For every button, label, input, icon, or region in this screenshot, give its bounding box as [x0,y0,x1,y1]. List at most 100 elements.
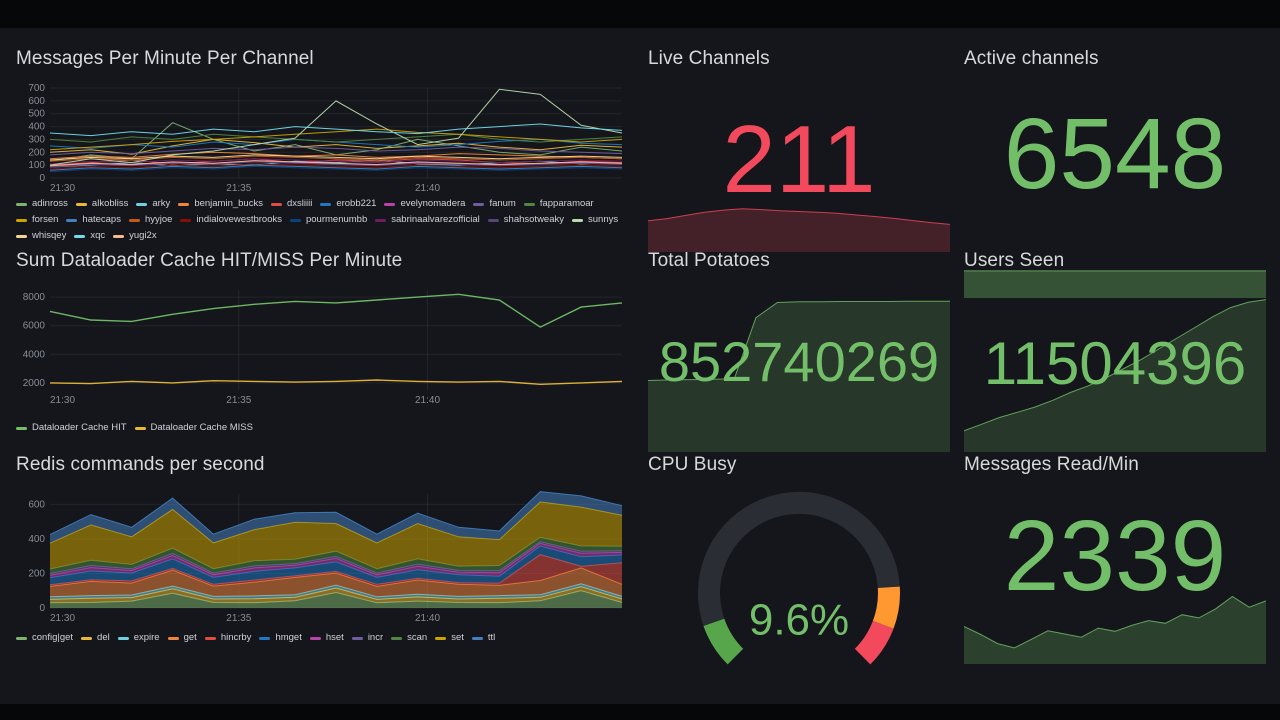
legend-item-fanum[interactable]: fanum [473,198,516,210]
legend-item-expire[interactable]: expire [117,632,160,644]
legend-color-marker [471,636,483,640]
panel-title-redis[interactable]: Redis commands per second [16,454,265,475]
legend-color-marker [75,202,87,206]
svg-text:21:35: 21:35 [226,183,251,194]
svg-text:4000: 4000 [23,349,46,360]
legend-item-xqc[interactable]: xqc [74,230,105,242]
legend-color-marker [289,218,301,222]
svg-text:700: 700 [28,83,45,94]
legend-item-config-get[interactable]: config|get [16,632,73,644]
legend-item-adinross[interactable]: adinross [16,198,68,210]
legend-item-label: fapparamoar [539,198,594,209]
legend-item-hmget[interactable]: hmget [259,632,302,644]
legend-item-label: get [183,632,197,643]
panel-title-messages-read[interactable]: Messages Read/Min [964,454,1139,475]
legend-item-hyyjoe[interactable]: hyyjoe [128,214,172,226]
legend-item-evelynomadera[interactable]: evelynomadera [384,198,465,210]
panel-redis-commands: Redis commands per second 0 200 400 600 21:3… [16,452,628,644]
legend-item-benjamin-bucks[interactable]: benjamin_bucks [178,198,263,210]
panel-dataloader-cache: Sum Dataloader Cache HIT/MISS Per Minute… [16,248,628,434]
legend-item-label: erobb221 [336,198,377,209]
legend-color-marker [523,202,535,206]
svg-text:8000: 8000 [23,292,46,303]
redis-commands-chart[interactable]: 0 200 400 600 21:30 21:35 21:40 [16,488,628,624]
panel-title-cpu-busy[interactable]: CPU Busy [648,454,737,475]
legend-item-indialovewestbrooks[interactable]: indialovewestbrooks [180,214,282,226]
legend-color-marker [375,218,387,222]
cpu-busy-gauge[interactable]: 9.6% [648,488,950,668]
messages-read-value: 2339 [1003,500,1227,612]
legend-color-marker [320,202,332,206]
panel-title-messages[interactable]: Messages Per Minute Per Channel [16,48,314,69]
dataloader-cache-chart[interactable]: 2000 4000 6000 8000 21:30 21:35 21:40 [16,284,628,406]
legend-item-pourmenumbb[interactable]: pourmenumbb [289,214,367,226]
legend-color-marker [435,636,447,640]
legend-item-dxsliiii[interactable]: dxsliiii [270,198,312,210]
panel-title-users-seen[interactable]: Users Seen [964,250,1065,271]
legend-item-label: hmget [275,632,302,643]
legend-item-arky[interactable]: arky [136,198,170,210]
legend-item-Dataloader-Cache-MISS[interactable]: Dataloader Cache MISS [134,422,253,434]
total-potatoes-value: 852740269 [658,330,940,393]
legend-item-hset[interactable]: hset [309,632,344,644]
legend-item-yugi2x[interactable]: yugi2x [113,230,157,242]
legend-item-ttl[interactable]: ttl [471,632,496,644]
legend-color-marker [351,636,363,640]
legend-color-marker [572,218,583,222]
messages-read-sparkline[interactable] [964,588,1266,664]
svg-text:21:30: 21:30 [50,395,75,406]
legend-item-sabrinaalvarezofficial[interactable]: sabrinaalvarezofficial [375,214,480,226]
total-potatoes-area-chart[interactable] [648,292,950,452]
legend-item-label: ttl [487,632,496,643]
legend-item-shahsotweaky[interactable]: shahsotweaky [487,214,564,226]
dataloader-legend: Dataloader Cache HIT Dataloader Cache MIS… [16,422,628,434]
legend-item-label: expire [133,632,160,643]
legend-item-label: Dataloader Cache MISS [150,422,253,433]
legend-color-marker [128,218,140,222]
live-channels-sparkline[interactable] [648,198,950,252]
users-seen-area-chart[interactable] [964,292,1266,452]
legend-item-label: Dataloader Cache HIT [32,422,127,433]
svg-text:400: 400 [28,122,45,133]
panel-title-live-channels[interactable]: Live Channels [648,48,770,69]
legend-item-del[interactable]: del [81,632,110,644]
legend-color-marker [16,636,27,640]
legend-color-marker [487,218,499,222]
svg-text:0: 0 [39,603,45,614]
legend-item-whisqey[interactable]: whisqey [16,230,66,242]
active-channels-sparkline[interactable] [964,268,1266,298]
panel-total-potatoes: Total Potatoes 852740269 [648,248,950,452]
legend-item-label: alkobliss [91,198,129,209]
legend-color-marker [270,202,282,206]
legend-item-label: forsen [32,214,59,225]
legend-item-label: arky [152,198,171,209]
legend-item-incr[interactable]: incr [351,632,383,644]
legend-item-hincrby[interactable]: hincrby [204,632,251,644]
legend-item-scan[interactable]: scan [391,632,427,644]
legend-item-alkobliss[interactable]: alkobliss [75,198,129,210]
panel-title-dataloader[interactable]: Sum Dataloader Cache HIT/MISS Per Minute [16,250,403,271]
panel-title-total-potatoes[interactable]: Total Potatoes [648,250,770,271]
svg-text:200: 200 [28,147,45,158]
legend-item-set[interactable]: set [435,632,464,644]
svg-text:21:40: 21:40 [415,183,440,194]
svg-text:9.6%: 9.6% [749,595,849,644]
legend-color-marker [473,202,485,206]
legend-color-marker [384,202,396,206]
legend-color-marker [391,636,403,640]
panel-live-channels: Live Channels 211 [648,46,950,252]
legend-item-get[interactable]: get [167,632,197,644]
legend-item-Dataloader-Cache-HIT[interactable]: Dataloader Cache HIT [16,422,127,434]
live-channels-value: 211 [722,106,876,213]
panel-title-active-channels[interactable]: Active channels [964,48,1099,69]
legend-color-marker [180,218,192,222]
legend-color-marker [16,426,27,430]
legend-item-forsen[interactable]: forsen [16,214,58,226]
legend-color-marker [136,202,148,206]
legend-color-marker [117,636,129,640]
legend-item-erobb221[interactable]: erobb221 [320,198,376,210]
legend-item-sunnys[interactable]: sunnys [572,214,618,226]
legend-item-fapparamoar[interactable]: fapparamoar [523,198,594,210]
legend-item-hatecaps[interactable]: hatecaps [66,214,121,226]
